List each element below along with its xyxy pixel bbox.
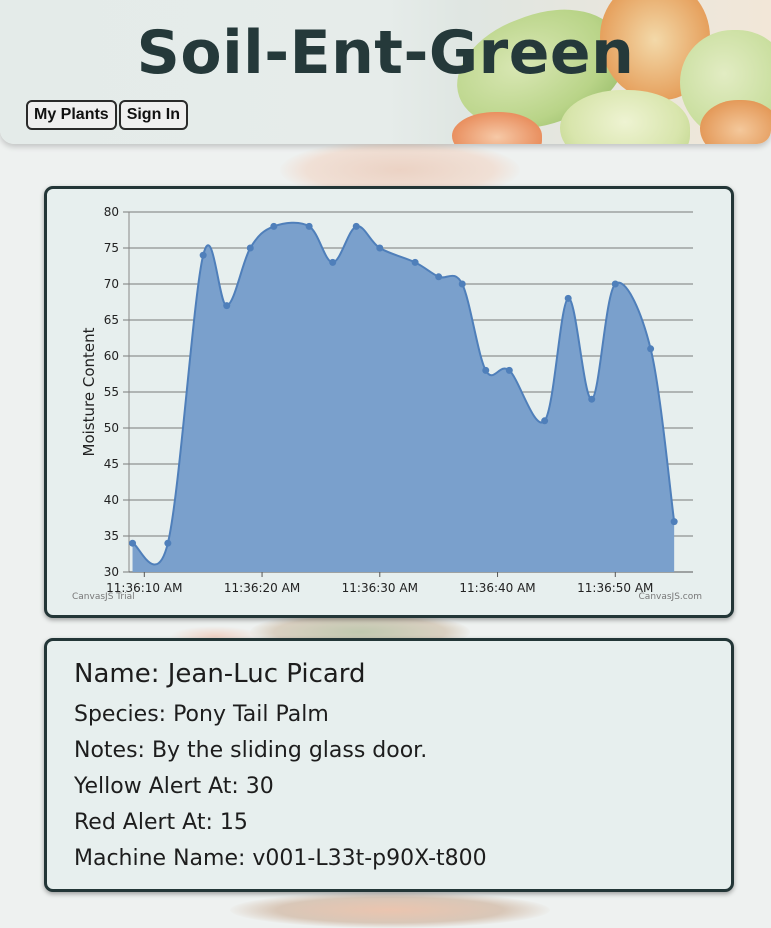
site-title: Soil-Ent-Green <box>136 18 635 88</box>
chart-credit-right[interactable]: CanvasJS.com <box>639 592 702 602</box>
my-plants-button[interactable]: My Plants <box>26 100 117 130</box>
yellow-alert-threshold: Yellow Alert At: 30 <box>74 774 274 799</box>
data-point[interactable] <box>588 395 596 403</box>
data-point[interactable] <box>305 222 313 230</box>
data-point[interactable] <box>270 222 278 230</box>
y-tick-label: 55 <box>104 385 119 399</box>
y-axis-title: Moisture Content <box>80 327 98 456</box>
sign-in-button[interactable]: Sign In <box>118 100 189 130</box>
y-tick-label: 80 <box>104 205 119 219</box>
plant-name: Name: Jean-Luc Picard <box>74 659 366 689</box>
data-point[interactable] <box>352 222 360 230</box>
header-succulent-image <box>560 90 690 144</box>
red-alert-threshold: Red Alert At: 15 <box>74 810 248 835</box>
data-point[interactable] <box>458 280 466 288</box>
header-succulent-image <box>452 112 542 144</box>
data-point[interactable] <box>246 244 254 252</box>
data-point[interactable] <box>611 280 619 288</box>
moisture-area <box>132 222 675 572</box>
background-succulent <box>230 892 550 928</box>
x-tick-label: 11:36:40 AM <box>459 581 535 595</box>
y-tick-label: 35 <box>104 529 119 543</box>
plant-species: Species: Pony Tail Palm <box>74 702 329 727</box>
y-tick-label: 65 <box>104 313 119 327</box>
data-point[interactable] <box>541 417 549 425</box>
x-tick-label: 11:36:20 AM <box>224 581 300 595</box>
y-tick-label: 40 <box>104 493 119 507</box>
y-tick-label: 50 <box>104 421 119 435</box>
site-header: Soil-Ent-Green My Plants Sign In <box>0 0 771 144</box>
x-tick-label: 11:36:50 AM <box>577 581 653 595</box>
x-tick-label: 11:36:10 AM <box>106 581 182 595</box>
y-tick-label: 60 <box>104 349 119 363</box>
moisture-chart-card: 30 35 40 45 50 55 60 65 70 75 80 11:36:10 AM 11:36:… <box>44 186 734 618</box>
plant-info-card: Name: Jean-Luc Picard Species: Pony Tail… <box>44 638 734 892</box>
data-point[interactable] <box>670 518 678 526</box>
y-tick-label: 45 <box>104 457 119 471</box>
y-tick-label: 75 <box>104 241 119 255</box>
data-point[interactable] <box>129 539 137 547</box>
plant-notes: Notes: By the sliding glass door. <box>74 738 428 763</box>
moisture-chart: 30 35 40 45 50 55 60 65 70 75 80 11:36:10 AM 11:36:… <box>72 205 702 602</box>
y-tick-label: 70 <box>104 277 119 291</box>
data-point[interactable] <box>564 294 572 302</box>
data-point[interactable] <box>376 244 384 252</box>
data-point[interactable] <box>435 273 443 281</box>
header-succulent-image <box>700 100 771 144</box>
chart-credit-left: CanvasJS Trial <box>72 592 135 602</box>
data-point[interactable] <box>199 251 207 259</box>
data-point[interactable] <box>411 258 419 266</box>
data-point[interactable] <box>647 345 655 353</box>
main-nav: My Plants Sign In <box>26 100 189 130</box>
data-point[interactable] <box>505 366 513 374</box>
data-point[interactable] <box>329 258 337 266</box>
y-tick-label: 30 <box>104 565 119 579</box>
machine-name: Machine Name: v001-L33t-p90X-t800 <box>74 846 487 871</box>
data-point[interactable] <box>482 366 490 374</box>
x-tick-label: 11:36:30 AM <box>342 581 418 595</box>
data-point[interactable] <box>164 539 172 547</box>
data-point[interactable] <box>223 302 231 310</box>
